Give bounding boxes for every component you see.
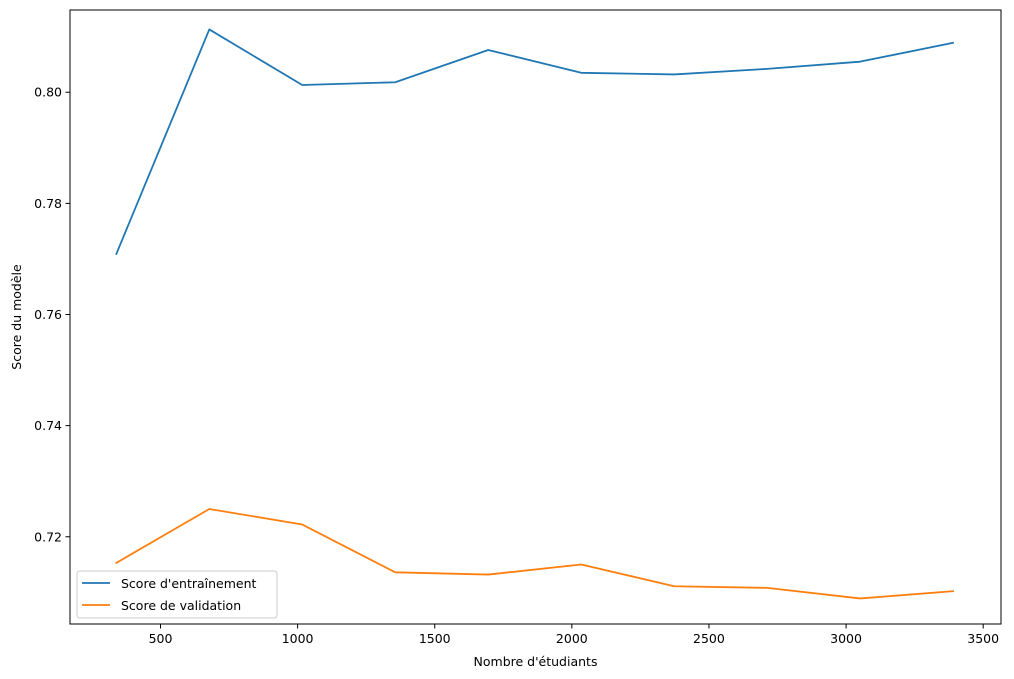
series-lines: [115, 28, 955, 600]
x-axis-ticks: 500 1000 1500 2000 2500 3000 3500: [149, 624, 999, 646]
series-line-training: [115, 28, 955, 256]
y-tick-label: 0.74: [34, 418, 62, 433]
legend: Score d'entraînement Score de validation: [76, 570, 278, 619]
y-tick-label: 0.78: [34, 196, 62, 211]
y-tick-label: 0.76: [34, 307, 62, 322]
y-axis-label: Score du modèle: [9, 264, 24, 370]
x-tick-label: 1000: [282, 631, 314, 646]
legend-label-validation: Score de validation: [121, 598, 241, 613]
x-tick-label: 2000: [556, 631, 588, 646]
x-tick-label: 500: [149, 631, 173, 646]
x-tick-label: 1500: [419, 631, 451, 646]
series-line-validation: [115, 508, 954, 600]
plot-frame: [69, 9, 1002, 625]
y-tick-label: 0.80: [34, 85, 62, 100]
x-tick-label: 3000: [830, 631, 862, 646]
x-axis-label: Nombre d'étudiants: [474, 654, 598, 669]
x-tick-label: 2500: [693, 631, 725, 646]
x-tick-label: 3500: [967, 631, 999, 646]
legend-label-training: Score d'entraînement: [121, 576, 257, 591]
y-tick-label: 0.72: [34, 529, 62, 544]
y-axis-ticks: 0.72 0.74 0.76 0.78 0.80: [34, 85, 70, 544]
legend-box: [76, 570, 278, 619]
